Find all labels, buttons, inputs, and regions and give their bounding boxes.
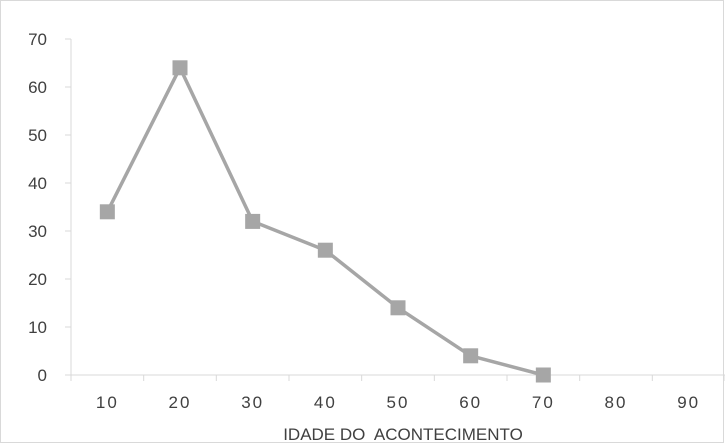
- data-point-marker: [99, 204, 115, 220]
- x-axis-title: IDADE DO ACONTECIMENTO: [283, 425, 523, 444]
- data-point-marker: [317, 242, 333, 258]
- data-point-marker: [535, 367, 551, 383]
- y-tick-label: 40: [28, 174, 47, 193]
- x-tick-label: 20: [169, 393, 192, 412]
- x-tick-label: 90: [677, 393, 700, 412]
- data-point-marker: [390, 300, 406, 316]
- x-tick-label: 50: [387, 393, 410, 412]
- data-point-marker: [463, 348, 479, 364]
- y-tick-label: 0: [38, 366, 47, 385]
- y-tick-label: 70: [28, 30, 47, 49]
- y-tick-label: 60: [28, 78, 47, 97]
- y-tick-label: 20: [28, 270, 47, 289]
- x-tick-label: 40: [314, 393, 337, 412]
- axes: 0 10 20 30 40 50 60 70 10 20 30 40 50 60 70 80 90: [28, 30, 725, 412]
- series-line: [105, 66, 544, 377]
- x-tick-label: 60: [459, 393, 482, 412]
- data-point-marker: [245, 213, 261, 229]
- y-tick-label: 30: [28, 222, 47, 241]
- series-layer: [99, 60, 551, 383]
- x-tick-label: 10: [96, 393, 119, 412]
- y-tick-label: 10: [28, 318, 47, 337]
- x-tick-label: 70: [532, 393, 555, 412]
- y-tick-label: 50: [28, 126, 47, 145]
- x-tick-label: 30: [241, 393, 264, 412]
- data-point-marker: [172, 60, 188, 76]
- x-tick-label: 80: [605, 393, 628, 412]
